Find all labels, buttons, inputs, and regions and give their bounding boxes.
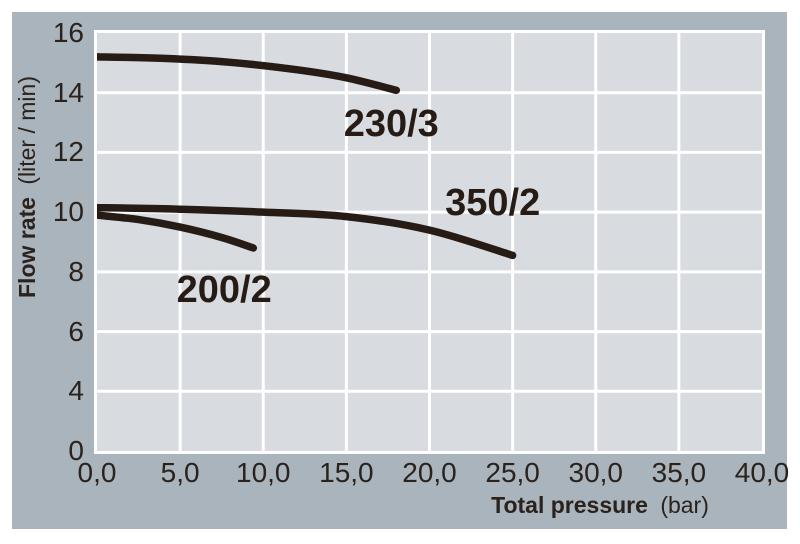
x-tick-label: 15,0 [319, 457, 374, 488]
curve-label-230-3: 230/3 [343, 103, 439, 146]
plot-area: 230/3 350/2 200/2 [97, 33, 762, 451]
x-tick-label: 5,0 [160, 457, 200, 488]
y-tick-label: 4 [68, 375, 84, 407]
x-tick-label: 40,0 [734, 457, 790, 488]
y-tick-label: 16 [52, 17, 84, 48]
x-tick-label: 35,0 [651, 457, 707, 488]
flow-curves-svg [97, 33, 762, 451]
y-tick-label: 0 [68, 435, 84, 466]
x-axis-title-name: Total pressure [491, 492, 648, 518]
curve-350-2 [97, 203, 517, 260]
curve-230-3 [97, 53, 401, 95]
x-tick-label: 20,0 [402, 457, 457, 488]
x-tick-label: 30,0 [568, 457, 624, 488]
y-tick-label: 14 [52, 76, 84, 108]
curve-label-350-2: 350/2 [445, 182, 541, 225]
x-axis-title: Total pressure (bar) [491, 491, 709, 519]
y-tick-label: 6 [68, 315, 84, 347]
x-tick-label: 0,0 [77, 457, 117, 488]
curve-label-200-2: 200/2 [176, 268, 272, 311]
x-tick-label: 10,0 [236, 457, 291, 488]
x-axis-title-unit: (bar) [660, 492, 709, 518]
y-tick-label: 8 [68, 255, 84, 287]
chart-panel: Flow rate (liter / min) 230/3 350/2 200/2 … [12, 12, 789, 529]
curve-200-2 [97, 211, 258, 252]
y-tick-label: 10 [52, 196, 84, 228]
y-tick-label: 12 [52, 136, 84, 168]
x-tick-label: 25,0 [485, 457, 540, 488]
